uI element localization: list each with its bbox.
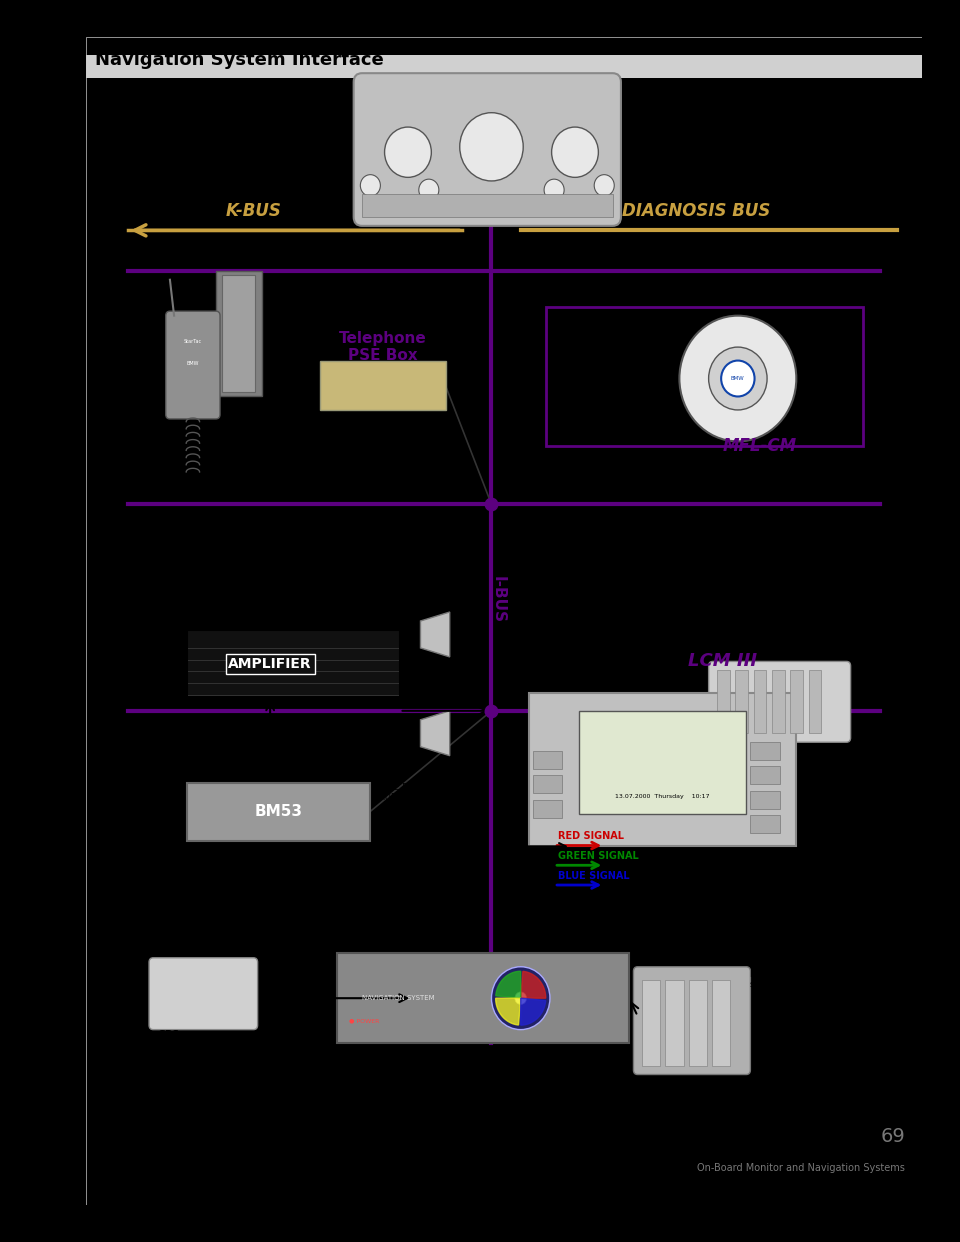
Text: K-BUS: K-BUS <box>226 201 281 220</box>
Bar <box>772 671 784 733</box>
Bar <box>533 751 563 769</box>
Text: Example of E38/E39 with Mk-3 navigation: Example of E38/E39 with Mk-3 navigation <box>95 1161 420 1176</box>
Bar <box>337 954 630 1043</box>
Bar <box>222 276 255 392</box>
FancyBboxPatch shape <box>634 966 751 1074</box>
Bar <box>362 195 612 217</box>
Bar <box>186 630 399 697</box>
Bar <box>529 693 796 846</box>
Bar <box>809 671 822 733</box>
Text: ● POWER: ● POWER <box>349 1018 380 1023</box>
Text: AMPLIFIER: AMPLIFIER <box>228 657 312 671</box>
Text: DSC
(processed
left front wheel
speed signal): DSC (processed left front wheel speed si… <box>751 949 820 989</box>
Bar <box>545 307 863 446</box>
Text: Telephone
PSE Box: Telephone PSE Box <box>339 330 427 364</box>
Bar <box>751 815 780 833</box>
Circle shape <box>544 179 564 201</box>
Bar <box>751 743 780 760</box>
Polygon shape <box>420 612 449 657</box>
Bar <box>688 980 707 1066</box>
Bar <box>751 791 780 809</box>
Circle shape <box>708 347 767 410</box>
FancyBboxPatch shape <box>149 958 257 1030</box>
Bar <box>754 671 766 733</box>
Circle shape <box>594 175 614 196</box>
Text: BLUE SIGNAL: BLUE SIGNAL <box>559 871 630 881</box>
Circle shape <box>552 127 598 178</box>
Bar <box>642 980 660 1066</box>
Bar <box>86 55 922 78</box>
Bar <box>712 980 731 1066</box>
Text: DIAGNOSIS BUS: DIAGNOSIS BUS <box>622 201 770 220</box>
Text: Navigation System Interface: Navigation System Interface <box>95 51 383 68</box>
Text: TAPE PLAYER
AUDIO SIGNALS: TAPE PLAYER AUDIO SIGNALS <box>378 782 445 802</box>
Circle shape <box>460 113 523 181</box>
Bar <box>665 980 684 1066</box>
Bar <box>579 710 746 814</box>
Text: 13.07.2000  Thursday    10:17: 13.07.2000 Thursday 10:17 <box>615 794 710 799</box>
Text: On-Board Monitor and Navigation Systems: On-Board Monitor and Navigation Systems <box>697 1164 905 1174</box>
Polygon shape <box>520 999 545 1025</box>
Bar <box>717 671 730 733</box>
Polygon shape <box>420 710 449 755</box>
FancyBboxPatch shape <box>166 312 220 419</box>
Polygon shape <box>495 971 520 999</box>
Text: REVERSE  SIGNAL FROM
LCM: REVERSE SIGNAL FROM LCM <box>374 1057 484 1076</box>
Bar <box>216 271 262 396</box>
Circle shape <box>419 179 439 201</box>
Bar <box>186 782 371 841</box>
Circle shape <box>360 175 380 196</box>
Circle shape <box>721 360 755 396</box>
Text: NAVIGATION SYSTEM: NAVIGATION SYSTEM <box>362 995 435 1001</box>
Text: AUDIO SIGNALS
FOR AMPLIFICATION: AUDIO SIGNALS FOR AMPLIFICATION <box>296 729 379 748</box>
Circle shape <box>515 992 526 1005</box>
Bar <box>533 775 563 794</box>
Text: MFL-CM: MFL-CM <box>722 437 796 455</box>
FancyBboxPatch shape <box>353 73 621 226</box>
Bar <box>321 360 445 410</box>
Text: NAVIGATION
AUDIO
SIGNALS: NAVIGATION AUDIO SIGNALS <box>241 891 293 920</box>
Bar <box>790 671 803 733</box>
Text: BMW: BMW <box>731 376 745 381</box>
Text: LCM III: LCM III <box>687 652 756 671</box>
Text: I-BUS: I-BUS <box>491 576 506 623</box>
Polygon shape <box>520 971 545 999</box>
FancyBboxPatch shape <box>708 662 851 743</box>
Bar <box>735 671 748 733</box>
Circle shape <box>385 127 431 178</box>
Text: BM53: BM53 <box>254 804 302 818</box>
Text: RED SIGNAL: RED SIGNAL <box>559 831 624 841</box>
Text: CD
PLAYER
AUDIO
SIGNALS: CD PLAYER AUDIO SIGNALS <box>152 841 188 882</box>
Text: StarTac: StarTac <box>183 339 202 344</box>
Text: BMW: BMW <box>186 361 199 366</box>
Bar <box>751 766 780 785</box>
Bar <box>533 800 563 817</box>
Text: GREEN SIGNAL: GREEN SIGNAL <box>559 851 639 861</box>
Text: 69: 69 <box>880 1128 905 1146</box>
Circle shape <box>492 966 550 1030</box>
Polygon shape <box>495 999 520 1025</box>
Circle shape <box>680 315 796 441</box>
Text: GPS
ANTENNA: GPS ANTENNA <box>157 1030 210 1051</box>
